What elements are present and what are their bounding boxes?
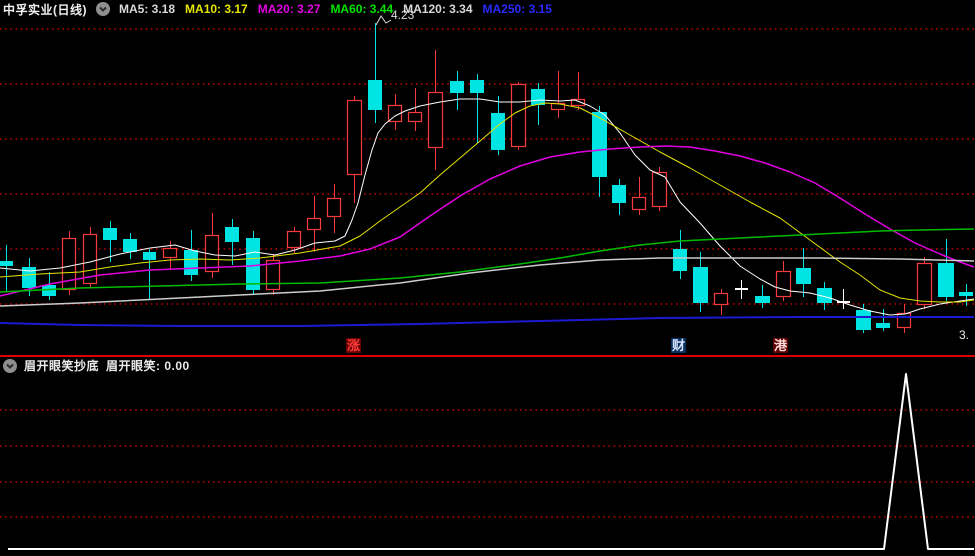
ma-line-ma250 (0, 316, 974, 327)
collapse-indicator-button[interactable] (3, 358, 17, 373)
candle-body-down (0, 261, 13, 266)
ma-values-row: MA5: 3.18 MA10: 3.17 MA20: 3.27 MA60: 3.44 M… (119, 2, 552, 16)
ma-line-ma10 (0, 102, 975, 303)
candle-body-up (631, 196, 647, 211)
candle-body-down (817, 288, 832, 303)
candle-body-down (693, 267, 708, 303)
candle-body-down (938, 263, 954, 297)
candle-body-down (368, 80, 382, 110)
collapse-main-chart-button[interactable] (96, 2, 110, 16)
candle-body-up (407, 111, 423, 123)
candle-body-down (876, 323, 890, 328)
candle-body-down (491, 113, 505, 150)
candle-body-down (755, 296, 770, 303)
ma-line-ma20 (0, 145, 975, 297)
candle-body-up (286, 230, 302, 249)
indicator-signal-line (8, 373, 974, 550)
ma-label: MA10: 3.17 (185, 2, 248, 16)
candle-body-up (510, 83, 527, 148)
candle-body-down (856, 310, 871, 330)
chevron-down-icon (99, 6, 107, 12)
candle-body-down (531, 89, 545, 105)
candle-body-down (612, 185, 626, 203)
symbol-title: 中孚实业(日线) (3, 2, 87, 17)
candle-body-down (673, 249, 687, 271)
candle-body-down (470, 80, 484, 93)
candle-body-down (123, 239, 137, 252)
ma-label: MA250: 3.15 (482, 2, 552, 16)
candle-body-down (22, 267, 36, 288)
candle-body-up (265, 259, 281, 291)
ma-label: MA120: 3.34 (403, 2, 473, 16)
candle-body-up (306, 217, 322, 231)
candle-body-up (61, 237, 77, 291)
candle-body-down (450, 81, 464, 93)
watermark-text: 涨 (346, 338, 361, 353)
candle-body-down (42, 285, 56, 296)
watermark-text: 港 (773, 338, 788, 353)
ma-line-ma60 (0, 228, 975, 293)
candle-body-down (184, 250, 198, 275)
candle-body-up (896, 312, 912, 329)
candle-body-up (346, 99, 363, 176)
candle-body-down (796, 268, 811, 284)
ma-line-ma5 (0, 98, 975, 316)
candle-body-down (592, 112, 607, 177)
indicator-value: 眉开眼笑: 0.00 (106, 359, 190, 373)
ma-label: MA60: 3.44 (330, 2, 394, 16)
chevron-down-icon (6, 363, 14, 369)
candle-body-up (916, 262, 933, 306)
candle-body-down (225, 227, 239, 242)
candle-body-up (570, 98, 586, 107)
candle-body-up (162, 247, 178, 259)
candle-body-down (246, 238, 260, 290)
candle-body-up (651, 171, 668, 208)
ma-label: MA5: 3.18 (119, 2, 176, 16)
annotation-pointer (375, 15, 392, 26)
indicator-panel-header: 眉开眼笑抄底 眉开眼笑: 0.00 (0, 357, 190, 374)
right-edge-price-label: 3. (959, 328, 970, 342)
candle-body-up (387, 104, 403, 123)
high-price-annotation: 4.23 (391, 8, 415, 22)
candle-body-up (713, 292, 729, 306)
ma-label: MA20: 3.27 (257, 2, 321, 16)
candle-body-down (959, 292, 973, 296)
candle-body-up (427, 91, 444, 149)
watermark-text: 财 (671, 338, 686, 353)
candle-body-down (103, 228, 117, 240)
candle-body-down (143, 252, 156, 260)
ma-line-ma120 (0, 257, 975, 307)
main-chart-header: 中孚实业(日线) MA5: 3.18 MA10: 3.17 MA20: 3.27 MA… (0, 0, 975, 18)
indicator-title: 眉开眼笑抄底 (24, 359, 100, 373)
candle-body-up (326, 197, 342, 218)
candle-body-up (775, 270, 792, 298)
